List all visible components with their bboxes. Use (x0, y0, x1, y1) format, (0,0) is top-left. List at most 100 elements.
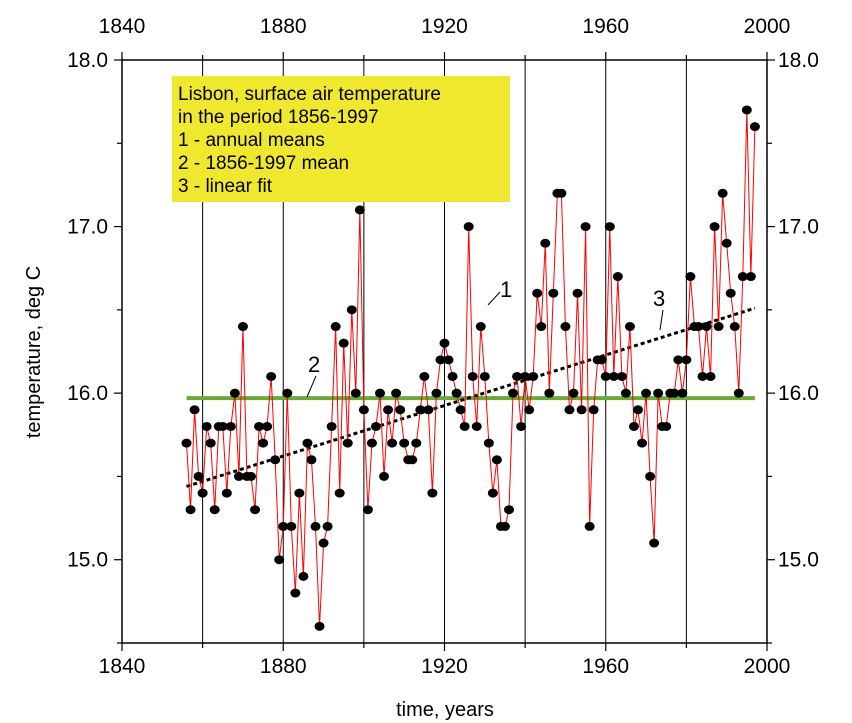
data-point-1986 (705, 371, 716, 381)
data-point-1896 (342, 438, 353, 448)
data-point-1858 (189, 405, 200, 415)
data-point-1873 (250, 505, 261, 515)
data-point-1886 (302, 438, 313, 448)
data-point-1919 (435, 355, 446, 365)
data-point-1933 (491, 455, 502, 465)
data-point-1856 (181, 438, 192, 448)
data-point-1971 (645, 471, 656, 481)
x-tick-label-bottom-3: 1960 (582, 655, 629, 678)
data-point-1878 (270, 455, 281, 465)
data-point-1899 (354, 205, 365, 215)
data-point-1863 (209, 505, 220, 515)
x-tick-label-bottom-4: 2000 (744, 655, 791, 678)
data-point-1887 (306, 455, 317, 465)
data-point-1907 (387, 438, 398, 448)
data-point-1901 (362, 505, 373, 515)
data-point-1951 (564, 405, 575, 415)
data-point-1992 (729, 322, 740, 332)
data-point-1900 (358, 405, 369, 415)
data-point-1906 (383, 405, 394, 415)
data-point-1891 (322, 521, 333, 531)
data-point-1988 (713, 322, 724, 332)
y-tick-label-left-2: 17.0 (67, 216, 108, 239)
data-point-1862 (205, 438, 216, 448)
data-point-1950 (560, 322, 571, 332)
data-point-1990 (721, 238, 732, 248)
data-point-1925 (459, 421, 470, 431)
data-point-1978 (673, 355, 684, 365)
data-point-1909 (395, 405, 406, 415)
data-point-1867 (225, 421, 236, 431)
legend-line-4: 2 - 1856-1997 mean (178, 153, 349, 174)
series-3-leader (659, 309, 664, 331)
data-point-1987 (709, 222, 720, 232)
data-point-1977 (669, 388, 680, 398)
data-point-1945 (540, 238, 551, 248)
data-point-1969 (637, 438, 648, 448)
data-point-1943 (532, 288, 543, 298)
linear-fit-line (186, 306, 756, 488)
data-point-1923 (451, 388, 462, 398)
data-point-1966 (624, 322, 635, 332)
data-point-1921 (443, 355, 454, 365)
data-point-1929 (475, 322, 486, 332)
data-point-1915 (419, 371, 430, 381)
x-tick-label-top-0: 1840 (99, 15, 146, 38)
series-1-leader (487, 291, 501, 306)
data-point-1880 (278, 521, 289, 531)
data-point-1994 (737, 272, 748, 282)
y-axis-title: temperature, deg C (23, 266, 45, 438)
data-point-1936 (504, 505, 514, 515)
data-point-1898 (350, 388, 361, 398)
data-point-1940 (520, 371, 531, 381)
data-point-1922 (447, 371, 458, 381)
data-point-1979 (677, 388, 688, 398)
data-point-1903 (370, 421, 381, 431)
x-tick-label-top-3: 1960 (582, 15, 629, 38)
data-point-1944 (536, 322, 547, 332)
data-point-1913 (411, 438, 422, 448)
data-point-1949 (556, 188, 567, 198)
data-point-1865 (217, 421, 228, 431)
data-point-1920 (439, 338, 450, 348)
data-point-1905 (379, 471, 390, 481)
data-point-1968 (633, 405, 643, 415)
data-point-1895 (338, 338, 349, 348)
data-point-1937 (508, 388, 519, 398)
data-point-1997 (749, 122, 760, 132)
data-point-1972 (649, 538, 660, 548)
data-point-1874 (254, 421, 265, 431)
data-point-1932 (487, 488, 498, 498)
data-point-1983 (693, 322, 704, 332)
tick-labels: 1840 1840 1880 1880 1920 1920 1960 1960 2000 2000… (67, 15, 819, 678)
data-point-1888 (310, 521, 321, 531)
data-point-1881 (282, 388, 293, 398)
x-tick-label-bottom-1: 1880 (260, 655, 307, 678)
legend-line-2: in the period 1856-1997 (178, 107, 379, 128)
data-point-1883 (290, 588, 301, 598)
data-point-1930 (479, 371, 490, 381)
data-point-1885 (298, 571, 309, 581)
data-point-1879 (274, 555, 285, 565)
data-point-1916 (423, 405, 434, 415)
data-point-1877 (266, 371, 277, 381)
x-tick-label-top-1: 1880 (260, 15, 307, 38)
data-point-1942 (528, 371, 539, 381)
data-point-1894 (334, 488, 345, 498)
series-label-1: 1 (500, 277, 512, 302)
data-point-1993 (733, 388, 744, 398)
data-point-1995 (741, 105, 752, 115)
data-point-1952 (568, 388, 579, 398)
data-point-1870 (237, 322, 248, 332)
data-point-1980 (681, 355, 692, 365)
series-label-3: 3 (653, 286, 665, 311)
data-point-1938 (512, 371, 523, 381)
legend-line-1: Lisbon, surface air temperature (178, 84, 441, 105)
data-point-1964 (616, 371, 627, 381)
data-point-1954 (576, 405, 587, 415)
data-point-1884 (294, 488, 305, 498)
data-point-1991 (725, 288, 736, 298)
data-point-1989 (717, 188, 728, 198)
data-point-1981 (685, 272, 696, 282)
